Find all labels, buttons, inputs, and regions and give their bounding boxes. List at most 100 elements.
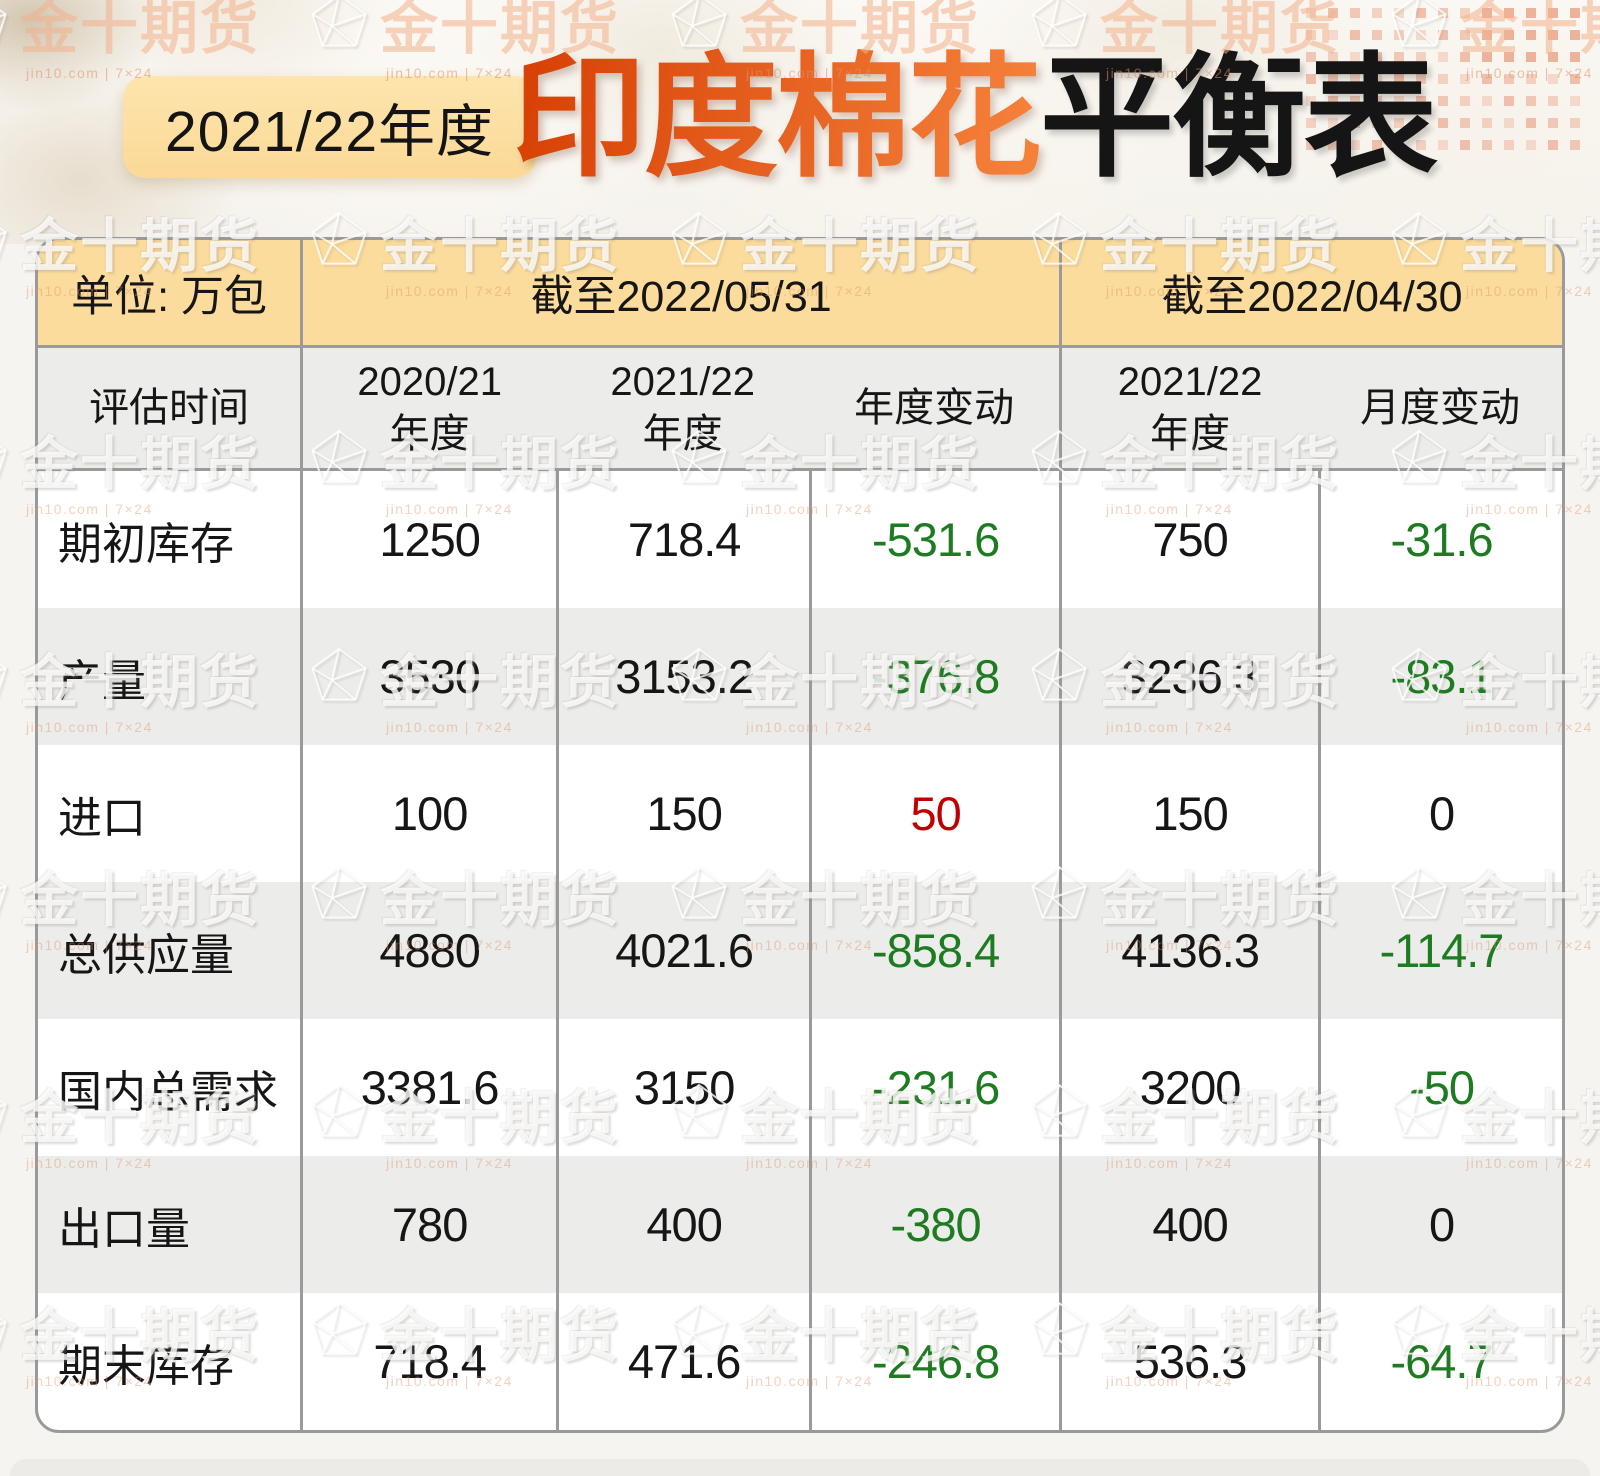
dot bbox=[1394, 30, 1404, 40]
dot bbox=[1460, 30, 1470, 40]
dot bbox=[1416, 96, 1426, 106]
dot bbox=[1460, 74, 1470, 84]
dot bbox=[1504, 140, 1514, 150]
value-cell: 150 bbox=[556, 745, 809, 882]
gem-logo-icon bbox=[0, 646, 10, 708]
horizontal-divider bbox=[38, 468, 1562, 471]
dot bbox=[1328, 118, 1338, 128]
value-cell: 4880 bbox=[300, 882, 557, 1019]
value-cell: 4021.6 bbox=[556, 882, 810, 1019]
value-cell: 0 bbox=[1318, 745, 1562, 882]
value-cell: 718.4 bbox=[556, 471, 809, 608]
row-label: 产量 bbox=[38, 608, 301, 745]
dot bbox=[1548, 52, 1558, 62]
dot bbox=[1482, 52, 1492, 62]
dot bbox=[1438, 96, 1448, 106]
dot bbox=[1570, 30, 1580, 40]
dot bbox=[1416, 52, 1426, 62]
col-header-monthly-change: 月度变动 bbox=[1318, 348, 1562, 468]
row-label: 期初库存 bbox=[58, 519, 234, 569]
dot bbox=[1504, 96, 1514, 106]
value-cell: 1250 bbox=[300, 471, 556, 608]
col-header-2020-21: 2020/21 年度 bbox=[300, 348, 557, 468]
dot bbox=[1372, 8, 1382, 18]
year-badge: 2021/22年度 bbox=[123, 76, 537, 178]
dot bbox=[1306, 118, 1316, 128]
value-cell: 3530 bbox=[300, 608, 557, 745]
value-cell: -83.1 bbox=[1318, 608, 1562, 745]
dot bbox=[1350, 8, 1360, 18]
dot bbox=[1570, 96, 1580, 106]
dot bbox=[1416, 30, 1426, 40]
dot bbox=[1416, 118, 1426, 128]
value-cell: 3153.2 bbox=[556, 608, 810, 745]
dot bbox=[1306, 74, 1316, 84]
dot bbox=[1306, 30, 1316, 40]
col-header-assess-time: 评估时间 bbox=[38, 348, 301, 468]
dot bbox=[1548, 74, 1558, 84]
dot bbox=[1526, 30, 1536, 40]
dot bbox=[1526, 52, 1536, 62]
row-label: 总供应量 bbox=[38, 882, 301, 1019]
dot bbox=[1504, 118, 1514, 128]
dot bbox=[1306, 8, 1316, 18]
value-cell: -231.6 bbox=[809, 1019, 1059, 1156]
page-title-orange: 印度棉花 bbox=[512, 45, 1042, 193]
group-header-asof-0430: 截至2022/04/30 bbox=[1059, 240, 1562, 345]
value-cell: -114.7 bbox=[1318, 882, 1562, 1019]
dot bbox=[1372, 96, 1382, 106]
dot bbox=[1394, 74, 1404, 84]
dot bbox=[1482, 30, 1492, 40]
dot bbox=[1504, 8, 1514, 18]
dot bbox=[1394, 96, 1404, 106]
dot bbox=[1416, 74, 1426, 84]
dot bbox=[1482, 118, 1492, 128]
value-cell: 150 bbox=[1059, 745, 1318, 882]
dot bbox=[1416, 8, 1426, 18]
dot bbox=[1328, 74, 1338, 84]
dot bbox=[1394, 52, 1404, 62]
value-cell: 3150 bbox=[556, 1019, 809, 1156]
dot bbox=[1438, 140, 1448, 150]
value-cell: 3200 bbox=[1059, 1019, 1318, 1156]
dot bbox=[1372, 52, 1382, 62]
next-card-edge bbox=[10, 1459, 1590, 1476]
dot bbox=[1328, 140, 1338, 150]
dot bbox=[1504, 30, 1514, 40]
dot bbox=[1460, 96, 1470, 106]
dot bbox=[1328, 52, 1338, 62]
dot bbox=[1482, 74, 1492, 84]
value-cell: 750 bbox=[1059, 471, 1318, 608]
row-label: 国内总需求 bbox=[58, 1067, 278, 1117]
unit-cell: 单位: 万包 bbox=[38, 240, 301, 345]
value-cell: 3236.3 bbox=[1059, 608, 1319, 745]
dot bbox=[1350, 96, 1360, 106]
dot bbox=[1328, 96, 1338, 106]
gem-logo-icon bbox=[0, 1082, 10, 1144]
value-cell: 718.4 bbox=[300, 1293, 556, 1430]
dot bbox=[1438, 118, 1448, 128]
dot bbox=[1350, 52, 1360, 62]
dot bbox=[1350, 74, 1360, 84]
horizontal-divider bbox=[38, 345, 1562, 348]
dot bbox=[1394, 8, 1404, 18]
dot bbox=[1306, 52, 1316, 62]
dot bbox=[1570, 74, 1580, 84]
value-cell: -31.6 bbox=[1318, 471, 1562, 608]
dot bbox=[1372, 74, 1382, 84]
row-label: 进口 bbox=[58, 793, 146, 843]
dot bbox=[1460, 8, 1470, 18]
dot bbox=[1526, 74, 1536, 84]
value-cell: 400 bbox=[1059, 1156, 1319, 1293]
dot bbox=[1438, 8, 1448, 18]
dot bbox=[1350, 118, 1360, 128]
dot bbox=[1438, 74, 1448, 84]
dot bbox=[1372, 30, 1382, 40]
value-cell: 100 bbox=[300, 745, 556, 882]
group-header-asof-0531: 截至2022/05/31 bbox=[300, 240, 1060, 345]
dot bbox=[1306, 140, 1316, 150]
gem-logo-icon bbox=[0, 1300, 10, 1362]
dot bbox=[1460, 140, 1470, 150]
dot bbox=[1548, 96, 1558, 106]
